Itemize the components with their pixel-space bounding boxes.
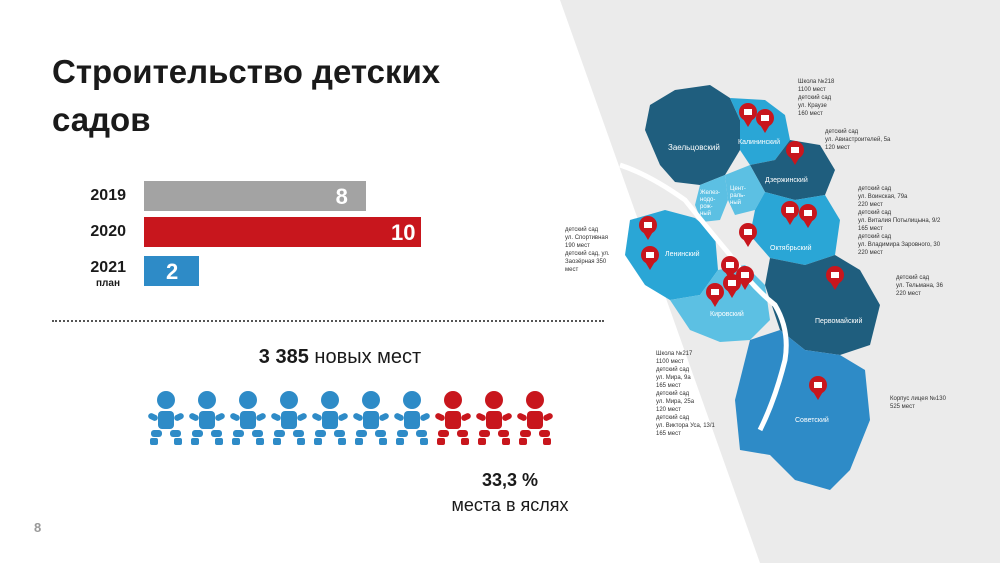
page-number: 8: [34, 520, 42, 535]
annotation-sportivnaya: детский сад ул. Спортивная 190 мест детс…: [565, 227, 610, 273]
bar-value-label: 8: [335, 184, 348, 209]
annotation-lyceum-130: Корпус лицея №130 525 мест: [890, 396, 946, 410]
district-label-leninsky: Ленинский: [665, 250, 700, 258]
map-marker: [799, 204, 817, 228]
map-marker: [781, 201, 799, 225]
bar-category-label: 2021: [90, 259, 126, 276]
nursery-caption: места в яслях: [451, 495, 569, 515]
district-oktyabrsky: Октябрьский: [750, 192, 840, 265]
baby-icon: [312, 391, 348, 445]
map-markers: [639, 103, 844, 400]
map-marker: [739, 103, 757, 127]
bar-value-label: 10: [391, 220, 416, 245]
novosibirsk-districts-map: Заельцовский Калининский Дзержинский Жел…: [619, 85, 880, 490]
district-label-oktyabrsky: Октябрьский: [770, 244, 812, 252]
bar-category-sublabel: план: [96, 278, 120, 289]
baby-icon-nursery: [476, 391, 512, 445]
bar-value-label: 2: [166, 259, 179, 284]
new-places-text: новых мест: [314, 346, 422, 368]
district-pervomaisky: Первомайский: [765, 255, 880, 355]
map-marker: [641, 246, 659, 270]
baby-icons-row: [148, 390, 568, 457]
district-zaeltsovsky: Заельцовский: [645, 85, 740, 185]
bar-category-label: 2019: [90, 187, 126, 204]
district-sovetsky: Советский: [735, 330, 870, 490]
bar: [144, 181, 366, 211]
map-marker: [756, 109, 774, 133]
page-title: Строительство детских садов: [52, 53, 441, 138]
map-marker: [809, 376, 827, 400]
new-places-number: 3 385: [258, 346, 309, 368]
map-marker: [639, 216, 657, 240]
district-dzerzhinsky: Дзержинский: [750, 140, 835, 200]
district-label-kirovsky: Кировский: [710, 310, 744, 318]
baby-icon: [271, 391, 307, 445]
baby-icon: [148, 391, 184, 445]
district-label-sovetsky: Советский: [795, 416, 829, 424]
baby-icon: [353, 391, 389, 445]
map-marker: [786, 141, 804, 165]
nursery-percent: 33,3 %: [481, 470, 539, 490]
district-zheleznodorozhny: Желез-нодо-рож-ный: [695, 175, 728, 222]
district-label-zaeltsovsky: Заельцовский: [668, 143, 720, 152]
map-marker: [739, 223, 757, 247]
district-label-dzerzhinsky: Дзержинский: [765, 176, 808, 184]
baby-icon: [394, 391, 430, 445]
map-marker: [826, 266, 844, 290]
annotation-school-218: Школа №218 1100 мест детский сад ул. Кра…: [798, 79, 835, 117]
annotation-school-217: Школа №217 1100 мест детский сад ул. Мир…: [656, 351, 715, 437]
map-marker: [723, 274, 741, 298]
baby-icon: [230, 391, 266, 445]
baby-icons-svg: [148, 391, 553, 445]
map-marker: [736, 266, 754, 290]
baby-icon: [189, 391, 225, 445]
divider-dotted: [52, 320, 604, 322]
new-places-label: 3 385 новых мест: [190, 346, 490, 369]
district-label-kalininsky: Калининский: [738, 138, 780, 146]
annotation-aviastroiteley: детский сад ул. Авиастроителей, 5а 120 м…: [825, 129, 891, 151]
district-label-pervomaisky: Первомайский: [815, 317, 862, 325]
bar: [144, 217, 421, 247]
bar-category-label: 2020: [90, 223, 126, 240]
map-marker: [706, 283, 724, 307]
district-tsentralny: Цент-раль-ный: [725, 165, 765, 215]
district-label-zheleznodorozhny: Желез-нодо-рож-ный: [700, 190, 720, 217]
annotation-telmana: детский сад ул. Тельмана, 36 220 мест: [896, 275, 943, 297]
annotation-voinskaya: детский сад ул. Воинская, 79а 220 мест д…: [858, 186, 941, 256]
bar: [144, 256, 200, 286]
baby-icon-nursery: [517, 391, 553, 445]
baby-icon-nursery: [435, 391, 471, 445]
district-label-tsentralny: Цент-раль-ный: [730, 186, 746, 206]
